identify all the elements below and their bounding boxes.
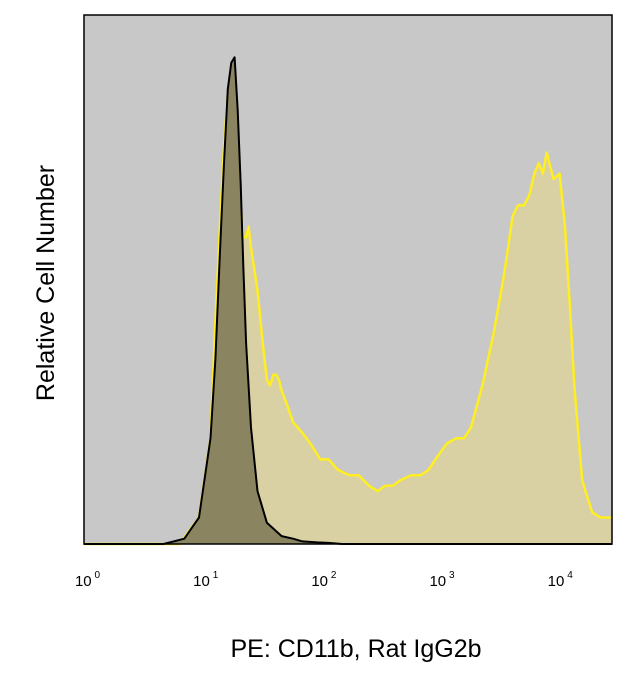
series-layer	[84, 56, 612, 546]
x-tick-label: 10 2	[311, 570, 337, 590]
x-tick-exponent: 4	[567, 570, 573, 581]
x-tick-labels: 10 0 10 1 10 2 10 3 10 4	[75, 570, 573, 590]
x-tick-base: 10	[548, 573, 565, 590]
x-tick-base: 10	[429, 573, 446, 590]
x-tick-label: 10 0	[75, 570, 101, 590]
plot-frame	[83, 14, 613, 545]
y-axis-label: Relative Cell Number	[32, 165, 60, 401]
x-tick-exponent: 0	[95, 570, 101, 581]
series-2-line	[84, 56, 612, 545]
x-tick-base: 10	[311, 573, 328, 590]
x-tick-exponent: 3	[449, 570, 455, 581]
x-tick-label: 10 3	[429, 570, 455, 590]
x-tick-base: 10	[75, 573, 92, 590]
x-tick-exponent: 1	[213, 570, 219, 581]
x-tick-label: 10 4	[548, 570, 574, 590]
x-axis-label: PE: CD11b, Rat IgG2b	[230, 635, 481, 663]
x-tick-exponent: 2	[331, 570, 337, 581]
x-tick-base: 10	[193, 573, 210, 590]
series-2-fill	[84, 57, 612, 545]
x-tick-label: 10 1	[193, 570, 219, 590]
